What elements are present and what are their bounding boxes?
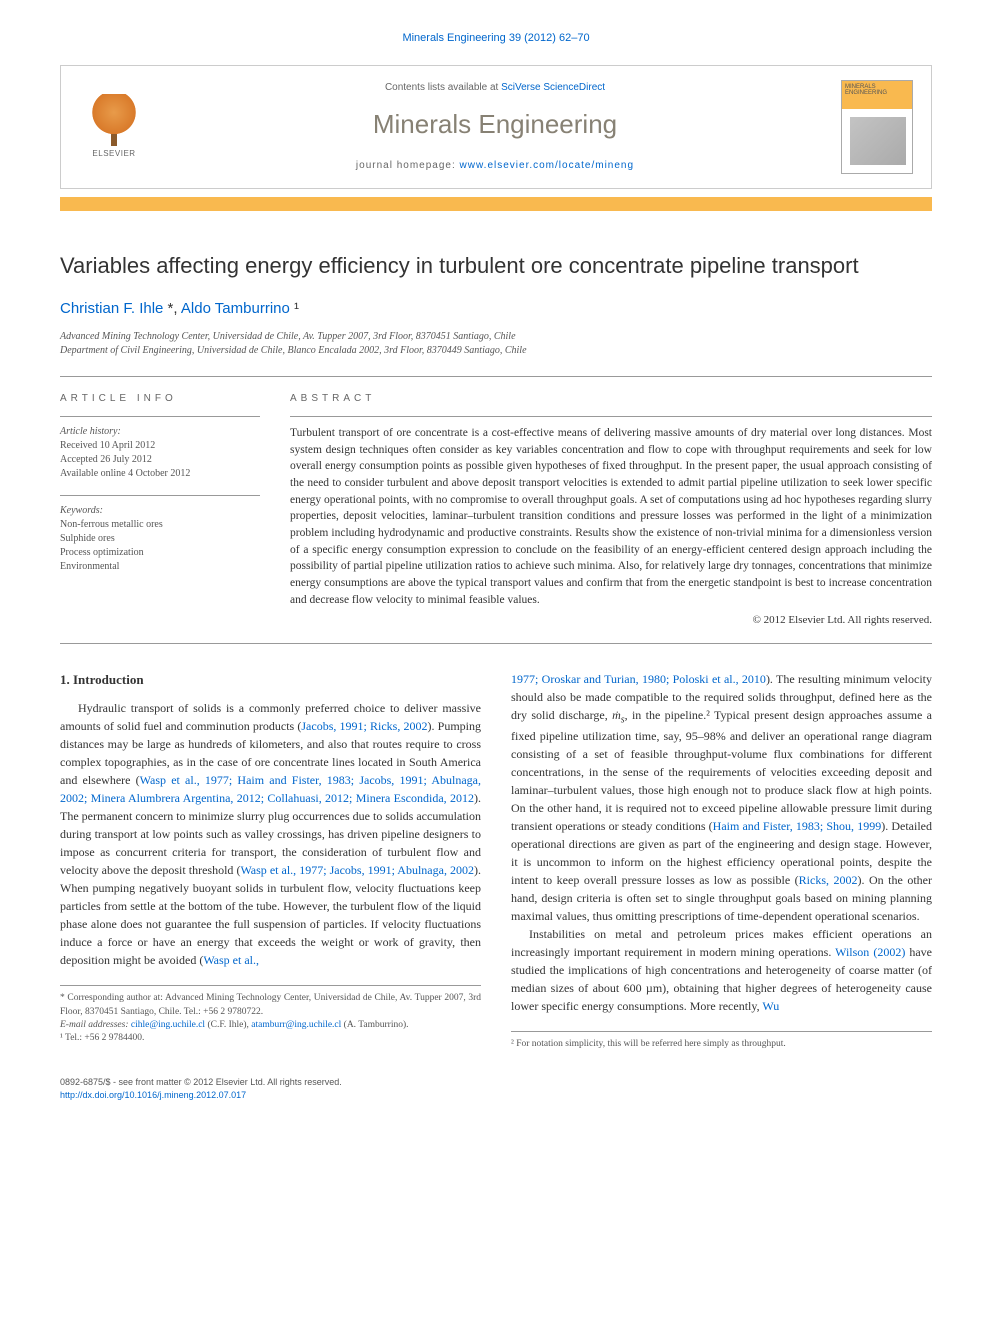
elsevier-label: ELSEVIER bbox=[92, 148, 135, 160]
footnotes-right: ² For notation simplicity, this will be … bbox=[511, 1031, 932, 1051]
abstract-divider bbox=[290, 416, 932, 417]
history-heading: Article history: bbox=[60, 425, 260, 439]
keyword-4: Environmental bbox=[60, 560, 260, 574]
author-link-ihle[interactable]: Christian F. Ihle bbox=[60, 300, 163, 317]
abstract-copyright: © 2012 Elsevier Ltd. All rights reserved… bbox=[290, 612, 932, 629]
keywords-heading: Keywords: bbox=[60, 504, 260, 518]
keyword-2: Sulphide ores bbox=[60, 532, 260, 546]
homepage-link[interactable]: www.elsevier.com/locate/mineng bbox=[460, 160, 635, 171]
intro-para-1-cont: 1977; Oroskar and Turian, 1980; Poloski … bbox=[511, 670, 932, 925]
author-link-tamburrino[interactable]: Aldo Tamburrino bbox=[181, 300, 290, 317]
email-who-2: (A. Tamburrino). bbox=[341, 1020, 408, 1030]
footnote-corresponding: * Corresponding author at: Advanced Mini… bbox=[60, 992, 481, 1019]
contents-line: Contents lists available at SciVerse Sci… bbox=[149, 80, 841, 95]
bottom-bar: 0892-6875/$ - see front matter © 2012 El… bbox=[60, 1076, 932, 1103]
cover-title: MINERALS ENGINEERING bbox=[842, 81, 912, 109]
homepage-line: journal homepage: www.elsevier.com/locat… bbox=[149, 158, 841, 173]
history-accepted: Accepted 26 July 2012 bbox=[60, 453, 260, 467]
article-history: Article history: Received 10 April 2012 … bbox=[60, 425, 260, 481]
journal-name: Minerals Engineering bbox=[149, 105, 841, 144]
top-citation: Minerals Engineering 39 (2012) 62–70 bbox=[60, 30, 932, 47]
footnote-emails: E-mail addresses: cihle@ing.uchile.cl (C… bbox=[60, 1019, 481, 1032]
footnote-2: ² For notation simplicity, this will be … bbox=[511, 1038, 932, 1051]
emails-prefix: E-mail addresses: bbox=[60, 1020, 131, 1030]
abstract-text: Turbulent transport of ore concentrate i… bbox=[290, 425, 932, 608]
affiliation-2: Department of Civil Engineering, Univers… bbox=[60, 344, 932, 358]
front-matter: 0892-6875/$ - see front matter © 2012 El… bbox=[60, 1076, 342, 1090]
journal-header: ELSEVIER Contents lists available at Sci… bbox=[60, 65, 932, 189]
keywords-divider bbox=[60, 495, 260, 496]
keyword-1: Non-ferrous metallic ores bbox=[60, 518, 260, 532]
intro-para-1: Hydraulic transport of solids is a commo… bbox=[60, 699, 481, 969]
email-link-tamburrino[interactable]: atamburr@ing.uchile.cl bbox=[251, 1020, 341, 1030]
email-who-1: (C.F. Ihle), bbox=[205, 1020, 251, 1030]
history-online: Available online 4 October 2012 bbox=[60, 467, 260, 481]
body-col-right: 1977; Oroskar and Turian, 1980; Poloski … bbox=[511, 670, 932, 1052]
affiliations: Advanced Mining Technology Center, Unive… bbox=[60, 330, 932, 358]
abstract-label: ABSTRACT bbox=[290, 391, 932, 406]
affiliation-1: Advanced Mining Technology Center, Unive… bbox=[60, 330, 932, 344]
section-1-heading: 1. Introduction bbox=[60, 670, 481, 690]
journal-cover-thumb: MINERALS ENGINEERING bbox=[841, 80, 913, 174]
info-divider bbox=[60, 416, 260, 417]
homepage-prefix: journal homepage: bbox=[356, 160, 460, 171]
cover-image-icon bbox=[842, 109, 912, 174]
accent-bar bbox=[60, 197, 932, 211]
article-title: Variables affecting energy efficiency in… bbox=[60, 249, 932, 282]
footnote-tel: ¹ Tel.: +56 2 9784400. bbox=[60, 1032, 481, 1045]
doi-link[interactable]: http://dx.doi.org/10.1016/j.mineng.2012.… bbox=[60, 1090, 246, 1100]
keyword-3: Process optimization bbox=[60, 546, 260, 560]
email-link-ihle[interactable]: cihle@ing.uchile.cl bbox=[131, 1020, 205, 1030]
divider-bottom bbox=[60, 643, 932, 644]
elsevier-logo: ELSEVIER bbox=[79, 92, 149, 162]
authors: Christian F. Ihle *, Aldo Tamburrino ¹ bbox=[60, 298, 932, 321]
contents-prefix: Contents lists available at bbox=[385, 82, 501, 93]
footnotes-left: * Corresponding author at: Advanced Mini… bbox=[60, 985, 481, 1045]
keywords-block: Keywords: Non-ferrous metallic ores Sulp… bbox=[60, 504, 260, 574]
history-received: Received 10 April 2012 bbox=[60, 439, 260, 453]
elsevier-tree-icon bbox=[91, 94, 137, 140]
intro-para-2: Instabilities on metal and petroleum pri… bbox=[511, 925, 932, 1015]
body-col-left: 1. Introduction Hydraulic transport of s… bbox=[60, 670, 481, 1052]
sciencedirect-link[interactable]: SciVerse ScienceDirect bbox=[501, 82, 605, 93]
article-info-label: ARTICLE INFO bbox=[60, 391, 260, 406]
